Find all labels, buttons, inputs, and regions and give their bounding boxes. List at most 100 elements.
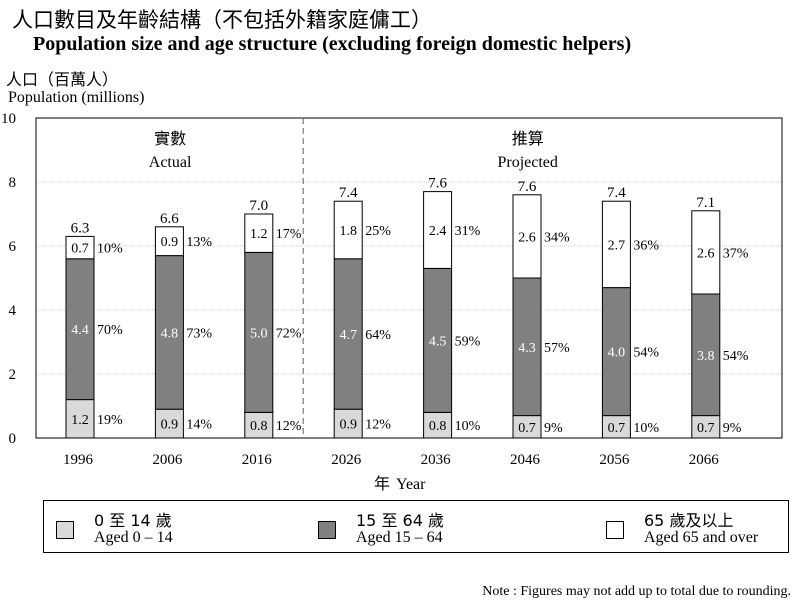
bar-percent-label: 14% — [186, 418, 212, 433]
bar-total-label: 6.3 — [71, 220, 90, 236]
y-tick-label: 8 — [9, 175, 17, 191]
bar-percent-label: 10% — [633, 421, 659, 436]
chart-title-english: Population size and age structure (exclu… — [33, 33, 632, 55]
bar-value-label: 2.6 — [518, 230, 536, 245]
bar-segment-aged-0-14 — [244, 411, 274, 439]
bar-percent-label: 10% — [97, 242, 123, 257]
x-tick-label: 2056 — [599, 452, 630, 468]
bar-value-label: 0.7 — [697, 421, 715, 436]
y-axis-label-chinese: 人口（百萬人） — [6, 70, 119, 89]
bar-percent-label: 17% — [276, 227, 302, 242]
bar-percent-label: 59% — [455, 334, 481, 349]
section-label-english: Actual — [149, 154, 192, 171]
bar-percent-label: 25% — [365, 224, 391, 239]
stacked-bar-chart: 0 2 4 6 8 10 實數 Actual 推算 Projected 1.2 19% 4.4 70% 0.… — [1, 111, 783, 493]
bar-percent-label: 70% — [97, 323, 123, 338]
x-axis-label-english: Year — [396, 476, 426, 493]
bar-total-label: 7.4 — [607, 185, 626, 201]
bar-value-label: 0.9 — [161, 235, 179, 250]
y-tick-label: 0 — [9, 431, 17, 447]
bar-value-label: 0.8 — [429, 419, 447, 434]
y-tick-label: 6 — [9, 239, 17, 255]
x-tick-label: 1996 — [63, 452, 94, 468]
x-tick-label: 2036 — [421, 452, 452, 468]
bar-percent-label: 12% — [365, 418, 391, 433]
y-axis-label-english: Population (millions) — [8, 89, 145, 106]
legend-label-chinese: 0 至 14 歲 — [94, 511, 172, 530]
bar-segment-aged-65-over — [691, 210, 721, 295]
bar-segment-aged-0-14 — [333, 408, 363, 439]
x-tick-label: 2046 — [510, 452, 541, 468]
bar-value-label: 2.7 — [608, 238, 626, 253]
bar-percent-label: 54% — [633, 346, 659, 361]
bar-value-label: 2.6 — [697, 246, 715, 261]
bar-value-label: 1.2 — [250, 227, 268, 242]
bar-percent-label: 57% — [544, 341, 570, 356]
section-label-chinese: 推算 — [512, 129, 544, 148]
bar-value-label: 4.5 — [429, 334, 447, 349]
chart-title-chinese: 人口數目及年齡結構（不包括外籍家庭傭工） — [12, 8, 432, 32]
y-tick-label: 4 — [9, 303, 17, 319]
bar-segment-aged-15-64 — [691, 293, 721, 417]
bar-percent-label: 64% — [365, 328, 391, 343]
bar-value-label: 5.0 — [250, 326, 268, 341]
bar-value-label: 4.7 — [339, 328, 357, 343]
x-tick-label: 2016 — [242, 452, 273, 468]
bar-segment-aged-15-64 — [601, 287, 631, 417]
bar-value-label: 0.9 — [161, 418, 179, 433]
x-axis-label-chinese: 年 — [374, 475, 390, 493]
bar-value-label: 0.9 — [339, 418, 357, 433]
bar-value-label: 4.0 — [608, 346, 626, 361]
bar-segment-aged-65-over — [333, 200, 363, 260]
bar-value-label: 2.4 — [429, 224, 447, 239]
section-label-english: Projected — [497, 154, 557, 171]
bar-segment-aged-15-64 — [65, 258, 95, 401]
bar-total-label: 6.6 — [160, 211, 179, 227]
y-tick-label: 2 — [9, 367, 17, 383]
bar-percent-label: 9% — [544, 421, 563, 436]
bar-segment-aged-65-over — [512, 194, 542, 279]
bar-percent-label: 72% — [276, 326, 302, 341]
bar-percent-label: 37% — [723, 246, 749, 261]
bar-value-label: 4.3 — [518, 341, 536, 356]
bar-segment-aged-65-over — [65, 235, 95, 260]
bar-percent-label: 34% — [544, 230, 570, 245]
bar-value-label: 0.7 — [518, 421, 536, 436]
bar-percent-label: 12% — [276, 419, 302, 434]
bar-value-label: 3.8 — [697, 349, 715, 364]
bar-percent-label: 10% — [455, 419, 481, 434]
legend-swatch-aged-0-14 — [56, 521, 74, 539]
bar-total-label: 7.1 — [696, 195, 715, 211]
legend-label-chinese: 65 歲及以上 — [644, 511, 734, 530]
bar-percent-label: 54% — [723, 349, 749, 364]
chart-legend: 0 至 14 歲 Aged 0 – 14 15 至 64 歲 Aged 15 –… — [43, 500, 789, 553]
bar-value-label: 1.2 — [71, 413, 89, 428]
bar-segment-aged-15-64 — [512, 277, 542, 417]
bar-value-label: 0.7 — [71, 242, 89, 257]
bar-value-label: 4.8 — [161, 326, 179, 341]
y-tick-label: 10 — [1, 111, 16, 127]
bar-percent-label: 9% — [723, 421, 742, 436]
bar-segment-aged-0-14 — [423, 411, 453, 439]
legend-swatch-aged-15-64 — [318, 521, 336, 539]
bar-percent-label: 31% — [455, 224, 481, 239]
bar-total-label: 7.4 — [339, 185, 358, 201]
bar-value-label: 1.8 — [339, 224, 357, 239]
legend-label-chinese: 15 至 64 歲 — [356, 511, 444, 530]
bar-percent-label: 36% — [633, 238, 659, 253]
bar-total-label: 7.0 — [249, 198, 268, 214]
bar-segment-aged-65-over — [601, 200, 631, 289]
bar-percent-label: 19% — [97, 413, 123, 428]
bar-total-label: 7.6 — [428, 176, 447, 192]
section-label-chinese: 實數 — [154, 129, 186, 148]
bar-percent-label: 73% — [186, 326, 212, 341]
x-tick-label: 2066 — [689, 452, 720, 468]
bar-segment-aged-65-over — [154, 226, 184, 257]
x-tick-label: 2026 — [331, 452, 362, 468]
bar-segment-aged-15-64 — [244, 251, 274, 413]
bar-total-label: 7.6 — [518, 179, 537, 195]
bar-percent-label: 13% — [186, 235, 212, 250]
rounding-note: Note : Figures may not add up to total d… — [482, 584, 791, 599]
legend-swatch-aged-65-over — [606, 521, 624, 539]
bar-value-label: 0.7 — [608, 421, 626, 436]
